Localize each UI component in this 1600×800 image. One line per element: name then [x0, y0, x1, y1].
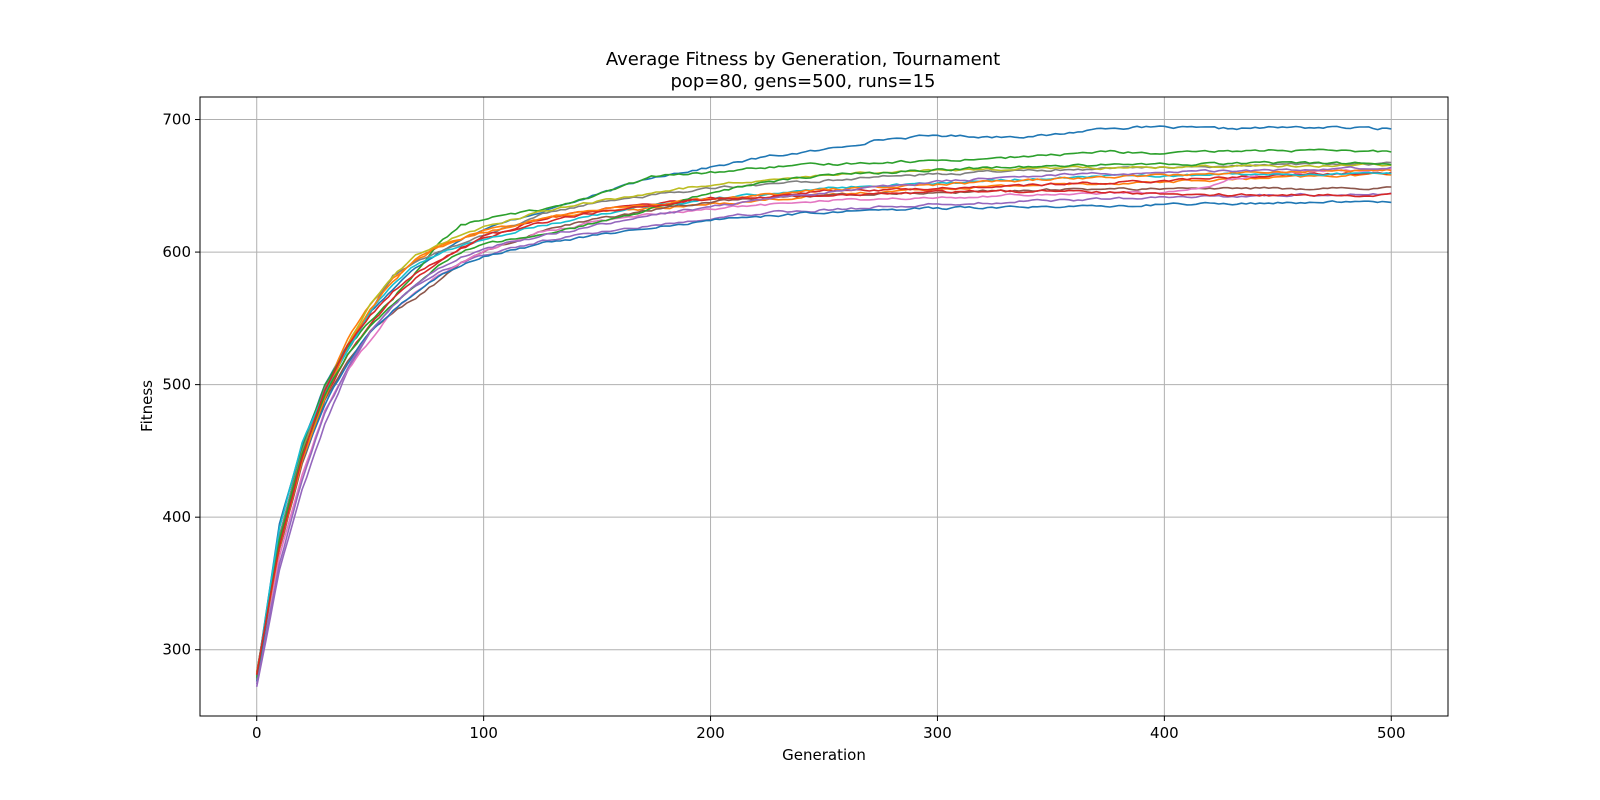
series-line [255, 161, 1392, 674]
series-line [255, 148, 1392, 673]
x-tick-label: 500 [1377, 724, 1406, 742]
series-line [255, 160, 1392, 678]
series-line [255, 166, 1392, 685]
series-line [255, 162, 1392, 681]
series-line [255, 171, 1392, 677]
y-tick-label: 600 [162, 243, 191, 261]
y-tick-label: 700 [162, 111, 191, 129]
series-line [255, 189, 1392, 676]
y-tick-label: 400 [162, 508, 191, 526]
x-tick-label: 300 [923, 724, 952, 742]
plot-frame [199, 96, 1449, 717]
series-line [255, 167, 1392, 678]
y-tick-label: 300 [162, 641, 191, 659]
chart-subtitle: pop=80, gens=500, runs=15 [670, 71, 935, 92]
y-tick-label: 500 [162, 376, 191, 394]
series-line [255, 171, 1392, 680]
x-tick-label: 0 [252, 724, 262, 742]
series-line [255, 192, 1392, 687]
x-tick-label: 400 [1150, 724, 1179, 742]
x-tick-label: 200 [696, 724, 725, 742]
chart-title: Average Fitness by Generation, Tournamen… [606, 49, 1000, 70]
ticks: 0 100 200 300 400 500 300 400 500 600 700 [162, 111, 1405, 742]
y-axis-label: Fitness [138, 380, 156, 432]
series-line [255, 168, 1392, 674]
series-line [255, 200, 1392, 682]
x-tick-label: 100 [469, 724, 498, 742]
series-group [255, 125, 1392, 687]
series-line [255, 172, 1392, 682]
x-axis-label: Generation [782, 746, 866, 764]
